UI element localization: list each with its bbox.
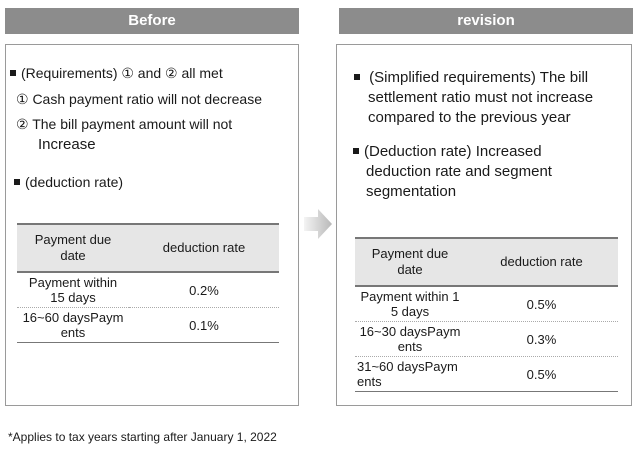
- term-cell: Payment within 1 5 days: [355, 286, 465, 322]
- deduction-rate-revision: (Deduction rate) Increased deduction rat…: [353, 142, 552, 202]
- table-row: Payment within 1 5 days 0.5%: [355, 286, 618, 322]
- square-bullet-icon: [354, 74, 360, 80]
- term-line1: 16~30 daysPaym: [359, 324, 461, 339]
- deduction-line2: deduction rate and segment: [366, 163, 552, 180]
- before-header: Before: [5, 8, 299, 34]
- term-line2: 15 days: [50, 290, 96, 305]
- requirement-item-2: ② The bill payment amount will not: [16, 116, 233, 132]
- deduction-line3: segmentation: [366, 183, 457, 200]
- right-arrow-icon: [304, 209, 332, 239]
- simplified-requirements: (Simplified requirements) The bill settl…: [354, 68, 593, 128]
- before-rate-table: Payment due date deduction rate Payment …: [17, 223, 279, 343]
- term-cell: 16~60 daysPaym ents: [17, 307, 129, 343]
- table-row: 16~30 daysPaym ents 0.3%: [355, 321, 618, 357]
- term-line1: Payment within 1: [360, 289, 460, 304]
- rate-cell: 0.2%: [129, 272, 279, 308]
- term-line1: 16~60 daysPaym: [22, 310, 124, 325]
- col-due-date-line1: Payment due: [34, 232, 112, 247]
- col-due-date-line1: Payment due: [371, 246, 449, 261]
- square-bullet-icon: [353, 148, 359, 154]
- requirements-line: (Requirements) ① and ② all met: [10, 65, 223, 82]
- col-deduction-rate: deduction rate: [465, 237, 618, 287]
- deduction-rate-heading: (deduction rate): [14, 174, 123, 191]
- table-row: 31~60 daysPaym ents 0.5%: [355, 356, 618, 392]
- simplified-line2: settlement ratio must not increase: [368, 89, 594, 106]
- footnote: *Applies to tax years starting after Jan…: [8, 430, 277, 444]
- deduction-heading-text: (deduction rate): [25, 174, 124, 190]
- revision-rate-table: Payment due date deduction rate Payment …: [355, 237, 618, 392]
- col-due-date: Payment due date: [355, 237, 465, 287]
- term-cell: Payment within 15 days: [17, 272, 129, 308]
- table-row: Payment within 15 days 0.2%: [17, 272, 279, 308]
- deduction-line1: (Deduction rate) Increased: [364, 143, 542, 160]
- term-line2: ents: [397, 339, 423, 354]
- rate-cell: 0.5%: [465, 356, 618, 392]
- term-line1: 31~60 daysPaym: [357, 359, 458, 374]
- rate-cell: 0.5%: [465, 286, 618, 322]
- requirement-item-1: ① Cash payment ratio will not decrease: [16, 91, 262, 107]
- rate-cell: 0.1%: [129, 307, 279, 343]
- rate-cell: 0.3%: [465, 321, 618, 357]
- col-due-date-line2: date: [60, 248, 86, 263]
- term-cell: 16~30 daysPaym ents: [355, 321, 465, 357]
- term-line1: Payment within: [28, 275, 118, 290]
- requirements-text: (Requirements) ① and ② all met: [21, 65, 223, 81]
- simplified-line3: compared to the previous year: [368, 109, 571, 126]
- term-line2: ents: [357, 374, 382, 389]
- col-due-date-line2: date: [397, 262, 423, 277]
- table-row: 16~60 daysPaym ents 0.1%: [17, 307, 279, 343]
- square-bullet-icon: [14, 179, 20, 185]
- term-line2: 5 days: [390, 304, 430, 319]
- term-cell: 31~60 daysPaym ents: [355, 356, 465, 392]
- col-deduction-rate: deduction rate: [129, 223, 279, 273]
- simplified-line1: (Simplified requirements) The bill: [369, 69, 589, 86]
- square-bullet-icon: [10, 70, 16, 76]
- revision-header: revision: [339, 8, 633, 34]
- requirement-item-2-cont: Increase: [38, 136, 96, 153]
- term-line2: ents: [60, 325, 86, 340]
- col-due-date: Payment due date: [17, 223, 129, 273]
